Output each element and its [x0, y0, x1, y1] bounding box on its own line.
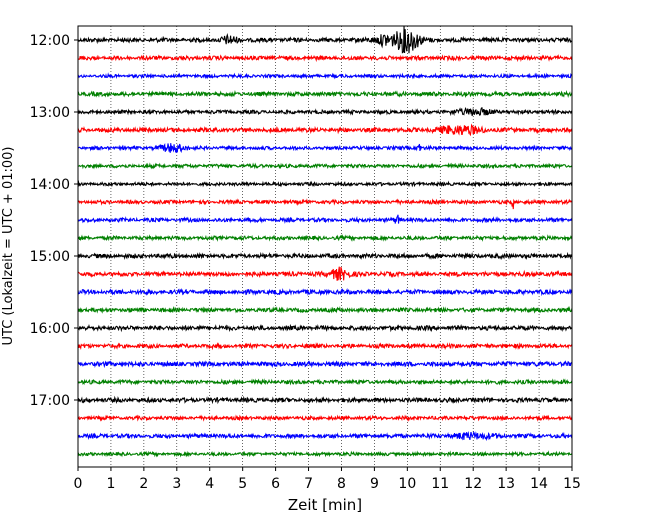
- y-axis-label: UTC (Lokalzeit = UTC + 01:00): [1, 147, 16, 346]
- x-tick-label: 11: [431, 476, 449, 492]
- x-tick-label: 9: [370, 476, 379, 492]
- y-tick-label: 13:00: [30, 105, 70, 121]
- plot-frame-bg: [78, 26, 572, 467]
- trace-line-6: [77, 143, 573, 153]
- x-tick-label: 1: [106, 476, 115, 492]
- trace-line-15: [77, 306, 573, 314]
- trace-line-22: [77, 431, 573, 442]
- trace-line-8: [77, 180, 573, 188]
- trace-line-9: [77, 198, 573, 210]
- trace-line-20: [77, 395, 573, 405]
- x-tick-label: 6: [271, 476, 280, 492]
- x-tick-label: 10: [398, 476, 416, 492]
- trace-line-2: [77, 72, 573, 80]
- x-tick-label: 12: [464, 476, 482, 492]
- y-tick-label: 12:00: [30, 33, 70, 49]
- x-tick-label: 4: [205, 476, 214, 492]
- trace-line-21: [77, 414, 573, 422]
- x-tick-label: 2: [139, 476, 148, 492]
- y-tick-label: 15:00: [30, 249, 70, 265]
- trace-line-23: [77, 450, 573, 458]
- y-tick-label: 16:00: [30, 321, 70, 337]
- x-tick-label: 5: [238, 476, 247, 492]
- trace-line-16: [77, 323, 573, 333]
- x-axis-ticks: 0 1 2 3 4 5 6 7 8 9 10 11 12 13 14 15: [74, 467, 581, 492]
- trace-line-12: [77, 251, 573, 261]
- trace-line-3: [77, 90, 573, 99]
- trace-line-7: [77, 162, 573, 170]
- x-tick-label: 3: [172, 476, 181, 492]
- seismogram-traces: [77, 26, 573, 458]
- trace-line-10: [77, 214, 573, 224]
- trace-line-18: [77, 360, 573, 369]
- y-axis-ticks: 12:00 13:00 14:00 15:00 16:00 17:00: [30, 33, 78, 409]
- x-axis-label: Zeit [min]: [288, 496, 362, 514]
- y-tick-label: 17:00: [30, 393, 70, 409]
- trace-line-0: [77, 26, 573, 54]
- trace-line-13: [77, 266, 573, 281]
- x-tick-label: 0: [74, 476, 83, 492]
- x-tick-label: 13: [497, 476, 515, 492]
- trace-line-5: [77, 123, 573, 137]
- y-tick-label: 14:00: [30, 177, 70, 193]
- trace-line-14: [77, 287, 573, 297]
- x-tick-label: 15: [563, 476, 581, 492]
- trace-line-4: [77, 107, 573, 117]
- x-tick-label: 14: [530, 476, 548, 492]
- trace-line-1: [77, 53, 573, 63]
- trace-line-11: [77, 234, 573, 242]
- x-tick-label: 7: [304, 476, 313, 492]
- plot-frame: [77, 25, 573, 468]
- trace-line-17: [77, 342, 573, 351]
- trace-line-19: [77, 378, 573, 386]
- x-tick-label: 8: [337, 476, 346, 492]
